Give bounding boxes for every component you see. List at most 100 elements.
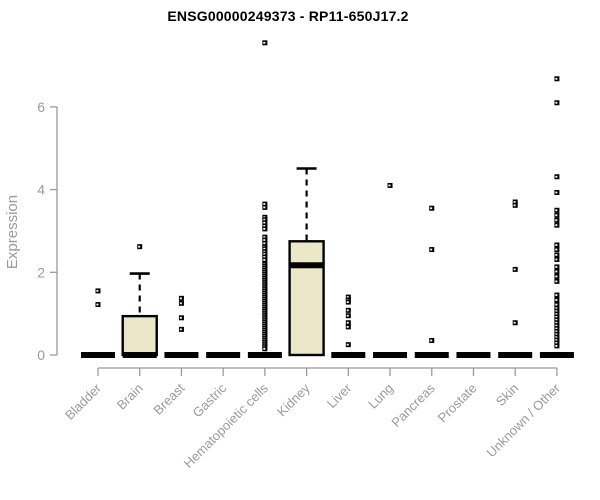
box-brain — [121, 314, 158, 357]
box-kidney — [288, 240, 325, 357]
outlier-point-hole-unknown-other — [555, 310, 558, 313]
collapsed-box-hematopoietic-cells — [247, 352, 282, 358]
collapsed-box-bladder — [81, 352, 115, 358]
outlier-point-hole-unknown-other — [555, 316, 558, 318]
outlier-point-hole-liver — [346, 325, 349, 328]
outlier-point-hole-unknown-other — [555, 313, 558, 315]
outlier-point-hole-skin — [513, 201, 516, 203]
x-tick-label-pancreas: Pancreas — [388, 380, 438, 430]
outlier-point-hole-pancreas — [430, 207, 433, 210]
outlier-point-hole-unknown-other — [555, 209, 558, 212]
outlier-point-hole-liver — [346, 309, 349, 312]
outlier-point-hole-unknown-other — [555, 321, 558, 324]
outlier-point-hole-unknown-other — [555, 77, 558, 80]
outlier-point-hole-skin — [513, 268, 516, 271]
outlier-point-hole-hematopoietic-cells — [263, 221, 266, 224]
outlier-point-hole-unknown-other — [555, 219, 558, 222]
collapsed-box-unknown-other — [539, 352, 574, 358]
outlier-point-hole-lung — [388, 184, 391, 187]
collapsed-box-breast — [164, 352, 199, 358]
outlier-point-hole-unknown-other — [555, 303, 558, 306]
outlier-point-hole-hematopoietic-cells — [263, 206, 266, 209]
outlier-point-hole-unknown-other — [555, 330, 558, 333]
outlier-point-hole-hematopoietic-cells — [263, 227, 266, 230]
outlier-point-hole-unknown-other — [555, 336, 558, 339]
outlier-point-hole-breast — [179, 328, 182, 331]
outlier-point-hole-hematopoietic-cells — [263, 258, 266, 261]
y-tick-label: 4 — [37, 182, 45, 198]
collapsed-box-skin — [498, 352, 533, 358]
y-tick-label: 2 — [37, 264, 45, 280]
outlier-point-hole-unknown-other — [555, 244, 558, 246]
collapsed-box-pancreas — [414, 352, 449, 358]
y-tick-label: 0 — [37, 347, 45, 363]
outlier-point-hole-hematopoietic-cells — [263, 247, 266, 250]
outlier-point-hole-hematopoietic-cells — [263, 256, 266, 258]
outlier-point-hole-liver — [346, 314, 349, 317]
x-tick-label-liver: Liver — [324, 380, 355, 411]
x-tick-label-kidney: Kidney — [274, 380, 313, 419]
outlier-point-hole-unknown-other — [555, 299, 558, 301]
outlier-point-hole-liver — [346, 321, 349, 324]
outlier-point-hole-unknown-other — [555, 275, 558, 278]
outlier-point-hole-unknown-other — [555, 248, 558, 251]
outlier-point-hole-unknown-other — [555, 280, 558, 283]
outlier-point-hole-pancreas — [430, 339, 433, 342]
outlier-point-hole-unknown-other — [555, 318, 558, 321]
outlier-point-hole-unknown-other — [555, 175, 558, 178]
outlier-point-hole-hematopoietic-cells — [263, 236, 266, 239]
outlier-point-hole-hematopoietic-cells — [263, 239, 266, 241]
x-tick-label-brain: Brain — [114, 381, 146, 413]
outlier-point-hole-unknown-other — [555, 339, 558, 342]
median-brain — [122, 352, 157, 358]
outlier-point-hole-unknown-other — [555, 324, 558, 327]
median-kidney — [289, 262, 324, 269]
x-tick-label-bladder: Bladder — [62, 380, 105, 423]
outlier-point-hole-unknown-other — [555, 258, 558, 261]
outlier-point-hole-skin — [513, 321, 516, 324]
x-tick-label-breast: Breast — [150, 380, 187, 417]
x-tick-label-skin: Skin — [493, 381, 521, 409]
outlier-point-hole-breast — [179, 316, 182, 319]
outlier-point-hole-unknown-other — [555, 224, 558, 227]
outlier-point-hole-unknown-other — [555, 101, 558, 104]
chart-title: ENSG00000249373 - RP11-650J17.2 — [167, 8, 409, 24]
outlier-point-hole-bladder — [96, 303, 99, 306]
outlier-point-hole-unknown-other — [555, 327, 558, 330]
outlier-point-hole-hematopoietic-cells — [263, 218, 266, 221]
collapsed-box-liver — [331, 352, 366, 358]
outlier-point-hole-liver — [346, 301, 349, 303]
outlier-point-hole-hematopoietic-cells — [263, 347, 266, 350]
outlier-point-hole-unknown-other — [555, 214, 558, 217]
outlier-point-hole-breast — [179, 297, 182, 300]
outlier-point-hole-liver — [346, 296, 349, 299]
x-tick-label-unknown-other: Unknown / Other — [483, 380, 563, 460]
outlier-point-hole-unknown-other — [555, 345, 558, 347]
outlier-point-hole-unknown-other — [555, 191, 558, 194]
outlier-point-hole-unknown-other — [555, 333, 558, 336]
outlier-point-hole-hematopoietic-cells — [263, 242, 266, 245]
outlier-point-hole-breast — [179, 302, 182, 305]
outlier-point-hole-hematopoietic-cells — [263, 41, 266, 44]
outlier-point-hole-bladder — [96, 290, 99, 292]
outlier-point-hole-hematopoietic-cells — [263, 253, 266, 256]
outlier-point-hole-brain — [138, 245, 141, 248]
outlier-point-hole-pancreas — [430, 248, 433, 251]
collapsed-box-lung — [373, 352, 408, 358]
y-tick-label: 6 — [37, 99, 45, 115]
outlier-point-hole-liver — [346, 343, 349, 346]
outlier-point-hole-unknown-other — [555, 307, 558, 310]
outlier-point-hole-hematopoietic-cells — [263, 225, 266, 227]
collapsed-box-gastric — [206, 352, 241, 358]
outlier-point-hole-hematopoietic-cells — [263, 203, 266, 205]
x-tick-label-prostate: Prostate — [435, 381, 480, 426]
outlier-point-hole-unknown-other — [555, 270, 558, 273]
outlier-point-hole-unknown-other — [555, 342, 558, 344]
x-tick-label-lung: Lung — [365, 381, 396, 412]
collapsed-box-prostate — [456, 352, 491, 358]
outlier-point-hole-skin — [513, 204, 516, 207]
outlier-point-hole-unknown-other — [555, 294, 558, 296]
outlier-point-hole-unknown-other — [555, 266, 558, 268]
